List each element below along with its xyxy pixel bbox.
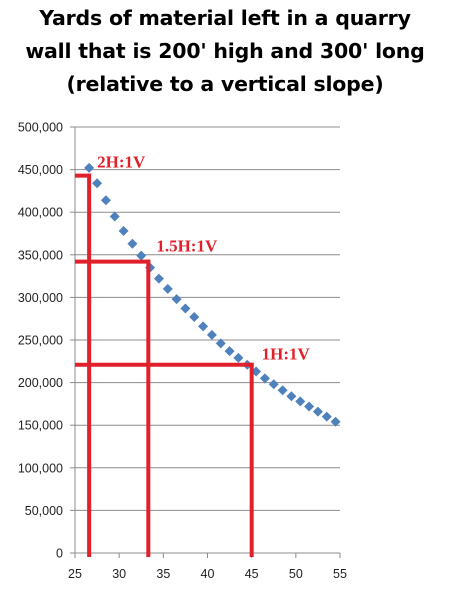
data-point bbox=[127, 238, 138, 249]
slope-label: 1H:1V bbox=[262, 345, 311, 364]
x-tick-label: 45 bbox=[245, 567, 259, 581]
slope-label: 2H:1V bbox=[97, 153, 146, 172]
data-point bbox=[233, 352, 244, 363]
data-point bbox=[321, 411, 332, 422]
data-point bbox=[162, 283, 173, 294]
y-tick-label: 100,000 bbox=[18, 461, 63, 475]
slope-label: 1.5H:1V bbox=[156, 237, 218, 256]
data-point bbox=[206, 329, 217, 340]
gridlines bbox=[75, 126, 340, 511]
y-tick-label: 350,000 bbox=[18, 248, 63, 262]
axes bbox=[70, 126, 341, 558]
data-point bbox=[259, 373, 270, 384]
data-point bbox=[92, 178, 103, 189]
y-tick-label: 200,000 bbox=[18, 376, 63, 390]
data-point bbox=[277, 385, 288, 396]
data-point bbox=[153, 273, 164, 284]
data-point bbox=[198, 321, 209, 332]
data-point bbox=[189, 311, 200, 322]
data-point bbox=[224, 346, 235, 357]
x-tick-label: 25 bbox=[68, 567, 82, 581]
x-axis-tick-labels: 25 30 35 40 45 50 55 bbox=[68, 567, 347, 581]
y-tick-label: 250,000 bbox=[18, 334, 63, 348]
data-point bbox=[180, 303, 191, 314]
chart-title-line-2: wall that is 200' high and 300' long bbox=[25, 39, 425, 63]
chart-title-line-1: Yards of material left in a quarry bbox=[39, 6, 411, 30]
y-tick-label: 50,000 bbox=[25, 504, 63, 518]
data-point bbox=[330, 416, 341, 427]
y-tick-label: 150,000 bbox=[18, 419, 63, 433]
x-tick-label: 30 bbox=[112, 567, 126, 581]
data-point bbox=[251, 366, 262, 377]
data-point bbox=[304, 401, 315, 412]
slope-annotation-labels: 2H:1V 1.5H:1V 1H:1V bbox=[97, 153, 310, 364]
slope-reference-lines bbox=[75, 173, 254, 557]
y-tick-label: 0 bbox=[56, 547, 63, 561]
x-tick-label: 50 bbox=[289, 567, 303, 581]
data-point bbox=[312, 406, 323, 417]
x-tick-label: 40 bbox=[201, 567, 215, 581]
data-point bbox=[268, 379, 279, 390]
x-tick-label: 35 bbox=[156, 567, 170, 581]
data-point bbox=[100, 195, 111, 206]
data-point bbox=[118, 225, 129, 236]
data-points bbox=[84, 162, 341, 427]
data-point bbox=[295, 396, 306, 407]
data-point bbox=[109, 211, 120, 222]
x-tick-label: 55 bbox=[333, 567, 347, 581]
y-tick-label: 300,000 bbox=[18, 291, 63, 305]
data-point bbox=[286, 391, 297, 402]
y-tick-label: 400,000 bbox=[18, 206, 63, 220]
data-point bbox=[84, 162, 95, 173]
y-axis-tick-labels: 0 50,000 100,000 150,000 200,000 250,000 300,0… bbox=[18, 121, 63, 561]
y-tick-label: 450,000 bbox=[18, 163, 63, 177]
data-point bbox=[136, 250, 147, 261]
chart-title-line-3: (relative to a vertical slope) bbox=[66, 72, 384, 96]
y-tick-label: 500,000 bbox=[18, 121, 63, 135]
chart-title: Yards of material left in a quarry wall … bbox=[0, 2, 450, 101]
data-point bbox=[171, 294, 182, 305]
data-point bbox=[215, 338, 226, 349]
